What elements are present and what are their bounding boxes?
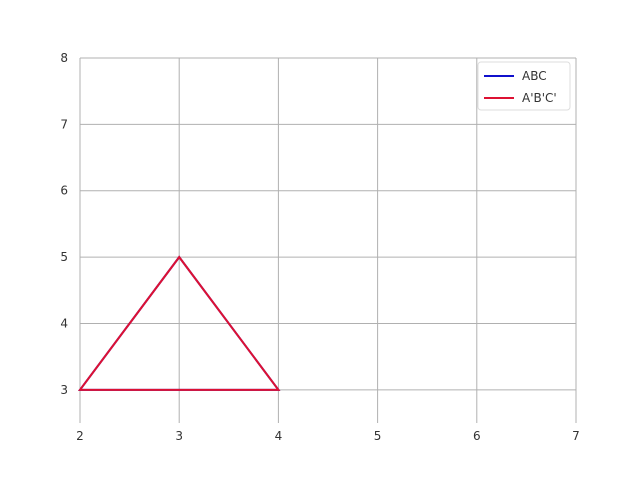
series-layer bbox=[78, 255, 281, 391]
x-tick-label: 4 bbox=[275, 429, 283, 443]
y-axis-ticks: 3 4 5 6 7 8 bbox=[60, 51, 68, 397]
y-tick-label: 4 bbox=[60, 316, 68, 330]
x-tick-label: 2 bbox=[76, 429, 84, 443]
y-tick-label: 5 bbox=[60, 250, 68, 264]
legend: ABC A'B'C' bbox=[477, 61, 571, 111]
x-tick-label: 7 bbox=[572, 429, 580, 443]
plot-area bbox=[80, 58, 576, 423]
x-axis-ticks: 2 3 4 5 6 7 bbox=[76, 429, 580, 443]
x-tick-label: 5 bbox=[374, 429, 382, 443]
legend-label-0: ABC bbox=[522, 69, 547, 83]
y-tick-label: 6 bbox=[60, 184, 68, 198]
x-tick-label: 6 bbox=[473, 429, 481, 443]
series-line-1 bbox=[78, 255, 281, 391]
y-tick-label: 3 bbox=[60, 383, 68, 397]
legend-label-1: A'B'C' bbox=[522, 91, 557, 105]
y-tick-label: 7 bbox=[60, 117, 68, 131]
x-tick-label: 3 bbox=[175, 429, 183, 443]
y-tick-label: 8 bbox=[60, 51, 68, 65]
